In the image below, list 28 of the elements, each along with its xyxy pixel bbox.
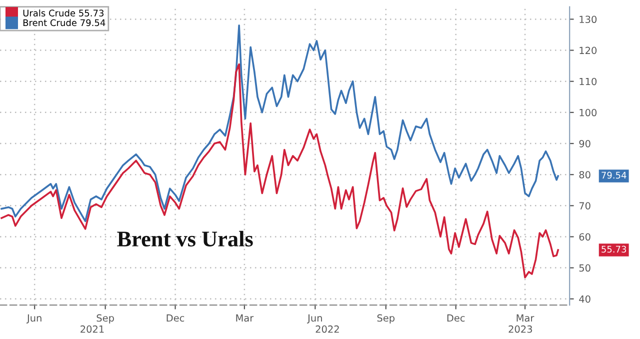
x2-tick-label: 2022: [316, 325, 339, 333]
text: Brent vs Urals: [117, 230, 253, 247]
legend-label: Urals Crude 55.73: [23, 9, 104, 16]
x-tick-label: Mar: [516, 314, 534, 322]
text: 55.73: [602, 246, 626, 253]
y-tick-label: 80: [579, 171, 590, 178]
x-tick-label: Sep: [96, 314, 114, 324]
line-series: [0, 24, 559, 222]
y-tick-label: 60: [579, 233, 590, 241]
y-tick-label: 70: [579, 202, 590, 210]
x-tick-label: Dec: [166, 314, 184, 322]
y-tick-label: 40: [579, 295, 590, 303]
x-tick-label: Dec: [447, 314, 465, 322]
y-tick-label: 120: [580, 46, 597, 54]
legend-label: Brent Crude 79.54: [23, 19, 106, 26]
y-tick-label: 130: [580, 16, 597, 24]
x2-tick-label: 2023: [508, 325, 532, 333]
x-tick-label: Jun: [307, 314, 322, 324]
x-tick-label: Sep: [377, 314, 395, 324]
x-tick-label: Mar: [236, 314, 254, 322]
x-tick-label: Jun: [26, 314, 42, 324]
x2-tick-label: 2021: [80, 325, 104, 333]
y-tick-label: 50: [579, 264, 590, 272]
line-series: [0, 63, 559, 278]
text: 79.54: [602, 172, 626, 179]
y-tick-label: 100: [580, 108, 597, 116]
y-tick-label: 90: [579, 140, 590, 148]
y-tick-label: 110: [580, 78, 597, 86]
